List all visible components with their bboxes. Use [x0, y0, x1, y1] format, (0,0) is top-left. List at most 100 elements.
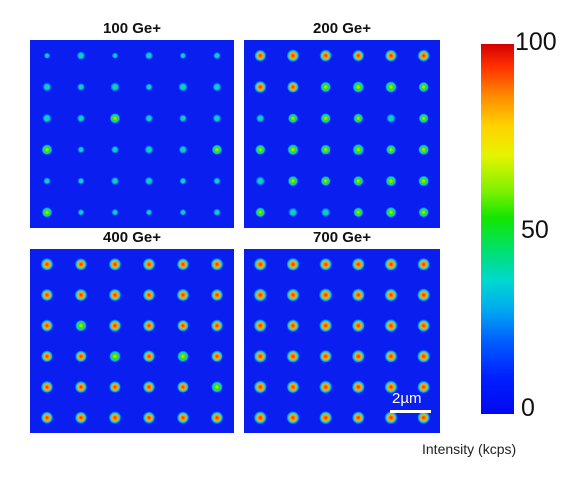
emitter-dot: [384, 380, 398, 394]
colorbar-label: Intensity (kcps): [422, 441, 517, 457]
emitter-dot: [77, 177, 85, 185]
scale-bar-label: 2µm: [392, 390, 422, 407]
emitter-dot: [287, 144, 299, 156]
emitter-dot: [40, 288, 54, 302]
emitter-dot: [108, 288, 122, 302]
emitter-dot: [40, 257, 54, 271]
emitter-dot: [384, 319, 398, 333]
emitter-dot: [211, 350, 223, 363]
emitter-dot: [176, 258, 190, 271]
emitter-dot: [177, 350, 189, 363]
colorbar-tick-min: 0: [521, 394, 535, 422]
colorbar: [481, 44, 514, 414]
emitter-dot: [75, 350, 87, 363]
panel-background: [30, 40, 234, 228]
emitter-dot: [286, 380, 300, 394]
emitter-dot: [384, 288, 398, 302]
emitter-dot: [40, 380, 54, 394]
emitter-dot: [319, 257, 333, 271]
panel-background: [244, 40, 440, 228]
emitter-dot: [142, 257, 156, 271]
emitter-dot: [286, 49, 300, 63]
emitter-dot: [108, 257, 122, 271]
emitter-dot: [142, 319, 156, 332]
emitter-dot: [176, 288, 190, 302]
emitter-dot: [319, 49, 332, 62]
emitter-dot: [319, 380, 333, 394]
emitter-dot: [351, 349, 365, 363]
emitter-dot: [177, 319, 189, 332]
emitter-dot: [385, 81, 397, 93]
panel-title-200: 200 Ge+: [313, 20, 371, 37]
emitter-dot: [109, 113, 121, 124]
image-panel-100: [30, 40, 234, 228]
emitter-dot: [386, 144, 396, 155]
panel-title-100: 100 Ge+: [103, 20, 161, 37]
emitter-dot: [385, 175, 397, 187]
emitter-dot: [75, 319, 87, 332]
emitter-dot: [418, 175, 430, 187]
emitter-dot: [352, 143, 365, 156]
emitter-dot: [417, 380, 431, 394]
emitter-dot: [320, 113, 331, 124]
emitter-dot: [288, 207, 298, 218]
emitter-dot: [286, 288, 300, 302]
emitter-dot: [176, 411, 190, 424]
image-panel-700: [244, 249, 440, 433]
emitter-dot: [351, 319, 365, 333]
image-panel-200: [244, 40, 440, 228]
emitter-dot: [142, 411, 156, 424]
emitter-dot: [418, 207, 429, 218]
panel-background: [30, 249, 234, 433]
emitter-dot: [320, 144, 331, 155]
emitter-dot: [76, 114, 86, 123]
emitter-dot: [253, 257, 267, 271]
emitter-dot: [353, 207, 364, 218]
emitter-dot: [417, 49, 430, 62]
emitter-dot: [74, 380, 88, 394]
emitter-dot: [320, 176, 331, 186]
emitter-dot: [287, 81, 299, 93]
emitter-dot: [177, 381, 189, 393]
lattice-svg: [30, 40, 234, 228]
emitter-dot: [417, 319, 431, 333]
emitter-dot: [74, 411, 88, 424]
emitter-dot: [288, 113, 298, 124]
emitter-dot: [213, 51, 221, 60]
emitter-dot: [417, 411, 431, 425]
emitter-dot: [77, 146, 85, 154]
emitter-dot: [144, 114, 154, 123]
emitter-dot: [109, 381, 121, 393]
emitter-dot: [353, 175, 364, 187]
lattice-svg: [30, 249, 234, 433]
emitter-dot: [384, 257, 398, 271]
emitter-dot: [253, 319, 267, 333]
emitter-dot: [43, 177, 51, 185]
emitter-dot: [351, 288, 365, 302]
emitter-dot: [213, 177, 221, 185]
panel-title-700: 700 Ge+: [313, 229, 371, 246]
emitter-dot: [320, 207, 331, 218]
emitter-dot: [253, 411, 267, 425]
emitter-dot: [178, 145, 188, 155]
emitter-dot: [287, 175, 299, 187]
emitter-dot: [178, 82, 188, 92]
emitter-dot: [142, 380, 156, 394]
emitter-dot: [40, 319, 54, 332]
emitter-dot: [384, 49, 398, 62]
emitter-dot: [144, 145, 154, 155]
emitter-dot: [77, 83, 85, 91]
emitter-dot: [77, 208, 85, 216]
lattice-svg: [244, 249, 440, 433]
emitter-dot: [318, 288, 333, 302]
emitter-dot: [418, 144, 430, 156]
emitter-dot: [179, 52, 187, 60]
emitter-dot: [108, 319, 122, 333]
emitter-dot: [320, 81, 332, 93]
panel-background: [244, 249, 440, 433]
emitter-dot: [319, 349, 333, 363]
emitter-dot: [254, 80, 267, 94]
emitter-dot: [41, 144, 53, 156]
emitter-dot: [255, 176, 266, 186]
emitter-dot: [286, 319, 300, 333]
